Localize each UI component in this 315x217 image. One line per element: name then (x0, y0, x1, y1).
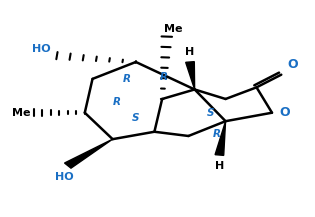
Text: H: H (185, 47, 195, 57)
Text: R: R (212, 129, 220, 139)
Text: HO: HO (32, 44, 51, 54)
Text: O: O (288, 59, 298, 71)
Text: O: O (280, 106, 290, 119)
Text: S: S (132, 113, 140, 123)
Text: R: R (160, 72, 168, 82)
Text: Me: Me (164, 25, 182, 35)
Polygon shape (215, 121, 226, 155)
Polygon shape (65, 139, 113, 168)
Text: R: R (113, 97, 121, 107)
Text: HO: HO (55, 172, 74, 182)
Text: H: H (215, 161, 224, 171)
Text: S: S (206, 108, 214, 118)
Text: Me: Me (12, 108, 31, 118)
Polygon shape (186, 62, 195, 89)
Text: R: R (123, 74, 130, 84)
